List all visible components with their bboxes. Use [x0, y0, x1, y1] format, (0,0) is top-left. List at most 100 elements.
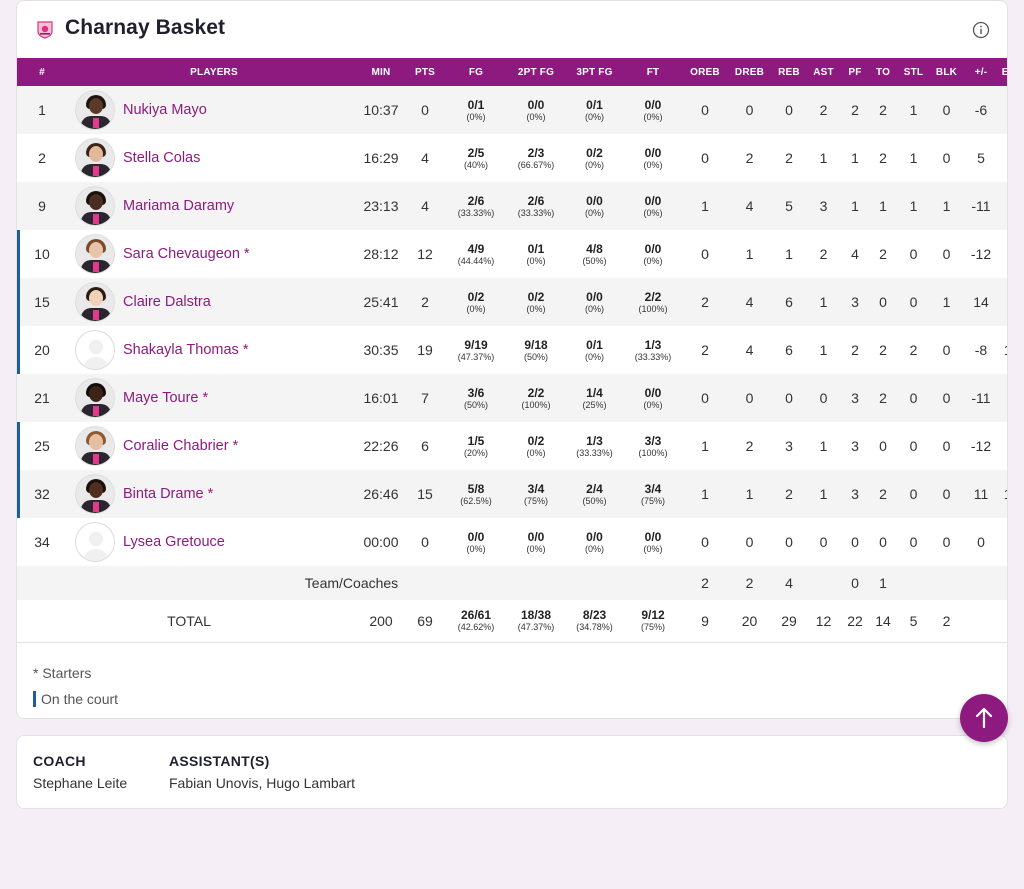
player-fg2-pct: (0%)	[526, 111, 546, 122]
player-number: 21	[34, 390, 50, 406]
player-to: 0	[879, 438, 887, 454]
player-stl: 0	[909, 390, 918, 406]
player-fg-pct: (50%)	[463, 399, 488, 410]
totals-fg2: 18/38 (47.37%)	[503, 600, 569, 642]
player-name-link[interactable]: Stella Colas	[123, 150, 201, 166]
player-eff: 9	[996, 182, 1007, 230]
player-avatar	[75, 378, 115, 418]
player-fg3-pct: (0%)	[584, 351, 604, 362]
player-fg: 3/6 (50%)	[449, 374, 503, 422]
player-name-link[interactable]: Claire Dalstra	[123, 294, 211, 310]
player-pf: 3	[851, 294, 859, 310]
col-dreb[interactable]: DREB	[734, 66, 765, 78]
col-2pt-fg[interactable]: 2PT FG	[517, 66, 555, 78]
player-to: 1	[879, 198, 887, 214]
assistants-names: Fabian Unovis, Hugo Lambart	[169, 775, 355, 791]
player-fg-made: 1/5	[467, 433, 485, 448]
player-pf: 3	[851, 390, 859, 406]
player-ft: 3/3 (100%)	[620, 422, 686, 470]
player-name-link[interactable]: Maye Toure *	[123, 390, 209, 406]
team-blk	[927, 566, 966, 600]
player-fg-pct: (0%)	[466, 111, 486, 122]
player-name-link[interactable]: Lysea Gretouce	[123, 534, 225, 550]
totals-fg2-pct: (47.37%)	[517, 622, 555, 633]
player-eff: 12	[996, 470, 1007, 518]
scroll-to-top-button[interactable]	[960, 694, 1008, 742]
col-fg[interactable]: FG	[468, 66, 484, 78]
player-eff: 2	[996, 374, 1007, 422]
player-ft: 0/0 (0%)	[620, 230, 686, 278]
col-min[interactable]: MIN	[371, 66, 391, 78]
player-ft: 0/0 (0%)	[620, 518, 686, 566]
player-dreb: 1	[745, 246, 754, 262]
coach-block: COACH Stephane Leite	[33, 753, 127, 791]
player-fg3: 0/0 (0%)	[569, 182, 620, 230]
col-stl[interactable]: STL	[903, 66, 924, 78]
player-pts: 4	[421, 198, 429, 214]
player-fg3-made: 2/4	[586, 481, 603, 496]
player-name-link[interactable]: Nukiya Mayo	[123, 102, 207, 118]
col-3pt-fg[interactable]: 3PT FG	[576, 66, 613, 78]
table-row: 2 Stella Colas 16:29 4 2/5 (40%) 2/3 (66.6…	[17, 134, 1007, 182]
col-eff[interactable]: EFF	[1001, 66, 1008, 78]
col-blk[interactable]: BLK	[935, 66, 958, 78]
player-fg-pct: (0%)	[466, 543, 486, 554]
player-fg-pct: (44.44%)	[457, 255, 495, 266]
player-name-link[interactable]: Binta Drame *	[123, 486, 214, 502]
player-ft: 3/4 (75%)	[620, 470, 686, 518]
col-oreb[interactable]: OREB	[690, 66, 720, 78]
player-name-link[interactable]: Shakayla Thomas *	[123, 342, 249, 358]
player-dreb: 1	[745, 486, 754, 502]
player-min: 30:35	[363, 342, 399, 358]
info-icon[interactable]	[972, 21, 990, 39]
col-plus-minus[interactable]: +/-	[974, 66, 988, 78]
player-number: 9	[38, 198, 46, 214]
player-ast: 0	[819, 390, 828, 406]
player-avatar	[75, 474, 115, 514]
player-blk: 1	[942, 198, 951, 214]
player-plus-minus: -8	[974, 342, 988, 358]
player-to: 2	[879, 390, 887, 406]
col-pts[interactable]: PTS	[414, 66, 436, 78]
player-fg2-pct: (75%)	[523, 495, 548, 506]
player-fg3-pct: (0%)	[584, 543, 604, 554]
player-oreb: 0	[701, 534, 709, 550]
col-to[interactable]: TO	[875, 66, 891, 78]
table-row: 10 Sara Chevaugeon * 28:12 12 4/9 (44.44%)…	[17, 230, 1007, 278]
player-name-link[interactable]: Mariama Daramy	[123, 198, 235, 214]
player-to: 2	[879, 342, 887, 358]
totals-label: TOTAL	[167, 612, 211, 629]
col-pf[interactable]: PF	[848, 66, 862, 78]
player-plus-minus: -11	[971, 390, 991, 406]
player-oreb: 0	[701, 150, 709, 166]
col-ft[interactable]: FT	[646, 66, 660, 78]
player-avatar	[75, 234, 115, 274]
player-oreb: 1	[701, 486, 709, 502]
totals-oreb: 9	[701, 612, 709, 629]
player-name-link[interactable]: Sara Chevaugeon *	[123, 246, 250, 262]
player-plus-minus: -12	[970, 246, 992, 262]
col-ast[interactable]: AST	[813, 66, 834, 78]
player-reb: 6	[785, 294, 793, 310]
player-cell: Binta Drame *	[67, 470, 361, 518]
player-fg2-made: 0/0	[527, 97, 545, 112]
totals-dreb: 20	[741, 612, 758, 629]
col-reb[interactable]: REB	[778, 66, 800, 78]
player-fg2: 0/2 (0%)	[503, 422, 569, 470]
player-ft-made: 3/4	[644, 481, 662, 496]
totals-pf: 22	[847, 612, 863, 629]
col-players[interactable]: PLAYERS	[190, 66, 238, 78]
player-name-link[interactable]: Coralie Chabrier *	[123, 438, 239, 454]
player-eff: 0	[996, 86, 1007, 134]
player-fg3-pct: (25%)	[582, 399, 607, 410]
player-fg2-pct: (0%)	[526, 543, 546, 554]
player-number: 25	[17, 422, 67, 470]
player-pf: 3	[851, 438, 859, 454]
player-avatar-placeholder	[75, 330, 115, 370]
player-stl: 0	[909, 294, 918, 310]
assistants-title: ASSISTANT(S)	[169, 753, 270, 769]
table-row: 21 Maye Toure * 16:01 7 3/6 (50%) 2/2 (100…	[17, 374, 1007, 422]
player-cell: Nukiya Mayo	[67, 86, 361, 134]
col-number[interactable]: #	[39, 66, 45, 78]
player-stl: 0	[909, 438, 918, 454]
